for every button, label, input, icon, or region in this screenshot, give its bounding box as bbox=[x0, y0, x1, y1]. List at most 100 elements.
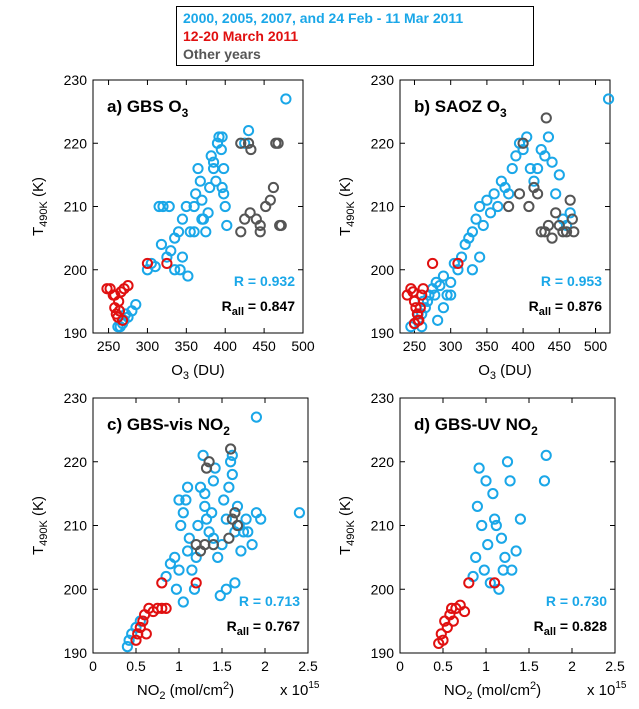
x-tick-label: 1 bbox=[482, 658, 490, 674]
data-point-series-0 bbox=[188, 200, 200, 213]
data-point-series-0 bbox=[173, 494, 185, 506]
x-tick-label: 400 bbox=[214, 338, 238, 354]
x-tick-label: 250 bbox=[97, 338, 121, 354]
data-point-series-0 bbox=[216, 181, 228, 194]
y-axis-label-unit: (K) bbox=[30, 496, 47, 520]
data-point-series-0 bbox=[499, 551, 511, 563]
x-tick-label: 0.5 bbox=[433, 658, 453, 674]
x-axis-label-end: ) bbox=[229, 682, 234, 699]
data-point-series-0 bbox=[225, 456, 237, 468]
x-tick-label: 2 bbox=[568, 658, 576, 674]
y-axis-label-sub: 490K bbox=[38, 519, 50, 545]
panel-title-main: a) GBS O bbox=[107, 97, 182, 116]
x-axis-label: O3 (DU) bbox=[171, 362, 225, 382]
y-axis-label-unit: (K) bbox=[30, 177, 47, 201]
r-all-label: Rall = 0.828 bbox=[534, 618, 608, 638]
data-point-series-0 bbox=[470, 551, 482, 563]
data-point-series-0 bbox=[175, 519, 187, 532]
y-axis-label-sub: 490K bbox=[345, 519, 357, 545]
x-multiplier-exp: 15 bbox=[308, 680, 320, 691]
data-point-series-1 bbox=[416, 289, 428, 301]
data-point-series-0 bbox=[482, 539, 494, 551]
r-all-label: Rall = 0.847 bbox=[222, 298, 296, 318]
y-tick-label: 200 bbox=[371, 581, 395, 597]
x-axis-label-sup: 2 bbox=[223, 680, 229, 692]
data-point-series-0 bbox=[477, 219, 489, 232]
y-axis-label: T490K (K) bbox=[337, 496, 357, 555]
x-axis-label-sub: 3 bbox=[490, 370, 496, 382]
data-point-series-2 bbox=[535, 226, 547, 238]
data-point-series-0 bbox=[184, 226, 196, 238]
x-tick-label: 2.5 bbox=[298, 658, 318, 674]
y-tick-label: 210 bbox=[371, 199, 395, 215]
plot-frame bbox=[92, 397, 309, 654]
r-value-label: R = 0.932 bbox=[234, 273, 295, 289]
data-point-series-0 bbox=[226, 449, 238, 461]
data-point-series-0 bbox=[510, 150, 522, 162]
x-axis-label-unit: (mol/cm bbox=[166, 682, 224, 699]
y-tick-label: 220 bbox=[371, 135, 395, 151]
data-point-series-0 bbox=[206, 507, 218, 519]
data-point-series-0 bbox=[470, 213, 482, 225]
data-point-series-2 bbox=[557, 226, 569, 238]
data-point-series-2 bbox=[272, 137, 284, 149]
data-point-series-1 bbox=[417, 283, 429, 295]
r-all-label: Rall = 0.767 bbox=[227, 618, 301, 638]
data-point-series-0 bbox=[488, 188, 500, 200]
data-point-series-0 bbox=[196, 194, 208, 206]
legend-entry-main: 2000, 2005, 2007, and 24 Feb - 11 Mar 20… bbox=[183, 10, 464, 26]
x-tick-label: 400 bbox=[511, 338, 535, 354]
data-point-series-0 bbox=[169, 551, 181, 563]
data-point-series-0 bbox=[540, 449, 552, 461]
y-tick-label: 220 bbox=[371, 454, 395, 470]
data-point-series-2 bbox=[200, 462, 213, 474]
data-point-series-0 bbox=[452, 264, 464, 276]
data-point-series-1 bbox=[463, 577, 475, 589]
data-point-series-0 bbox=[542, 131, 555, 143]
r-all-value: = 0.828 bbox=[556, 618, 607, 634]
r-all-main: R bbox=[227, 618, 237, 634]
data-point-series-0 bbox=[510, 545, 522, 557]
x-tick-label: 300 bbox=[136, 338, 160, 354]
data-point-series-0 bbox=[180, 494, 192, 506]
x-axis-label-main: NO bbox=[137, 682, 160, 699]
data-point-series-2 bbox=[231, 519, 244, 532]
data-point-series-0 bbox=[220, 583, 232, 595]
x-axis-label-sub: 3 bbox=[183, 370, 189, 382]
y-tick-label: 230 bbox=[64, 72, 88, 88]
x-tick-label: 500 bbox=[291, 338, 315, 354]
x-axis-label-end: ) bbox=[536, 682, 541, 699]
panel-title: d) GBS-UV NO2 bbox=[414, 415, 538, 438]
data-point-series-0 bbox=[471, 500, 483, 512]
data-point-series-2 bbox=[225, 443, 237, 455]
y-tick-label: 220 bbox=[64, 454, 88, 470]
data-point-series-2 bbox=[546, 232, 558, 244]
data-point-series-0 bbox=[501, 456, 514, 468]
data-point-series-1 bbox=[435, 628, 447, 640]
data-point-series-2 bbox=[264, 194, 276, 206]
data-point-series-0 bbox=[466, 226, 479, 238]
data-point-series-0 bbox=[484, 207, 497, 219]
x-axis-label-unit: (DU) bbox=[189, 362, 225, 379]
data-point-series-0 bbox=[176, 251, 189, 263]
y-tick-label: 190 bbox=[64, 325, 88, 341]
data-point-series-0 bbox=[174, 264, 186, 276]
data-point-series-0 bbox=[223, 481, 235, 493]
r-value-label: R = 0.730 bbox=[546, 593, 607, 609]
data-point-series-0 bbox=[489, 513, 501, 525]
y-axis-label-sub: 490K bbox=[345, 200, 357, 226]
data-point-series-1 bbox=[190, 577, 202, 589]
data-point-series-0 bbox=[506, 162, 518, 175]
data-point-series-1 bbox=[489, 577, 501, 589]
data-point-series-1 bbox=[160, 602, 172, 614]
x-multiplier: x 1015 bbox=[280, 680, 320, 699]
data-point-series-1 bbox=[156, 577, 168, 589]
data-point-series-1 bbox=[130, 634, 142, 646]
x-tick-label: 250 bbox=[403, 338, 427, 354]
data-point-series-0 bbox=[218, 494, 230, 506]
x-tick-label: 0 bbox=[89, 658, 97, 674]
data-point-series-0 bbox=[484, 577, 496, 589]
data-point-series-2 bbox=[564, 194, 576, 206]
data-point-series-0 bbox=[180, 200, 192, 213]
panel-2: 190 200 210 220 230 0 0.5 1 1.5 2 2.5 c) GBS-vis NO… bbox=[30, 390, 320, 702]
